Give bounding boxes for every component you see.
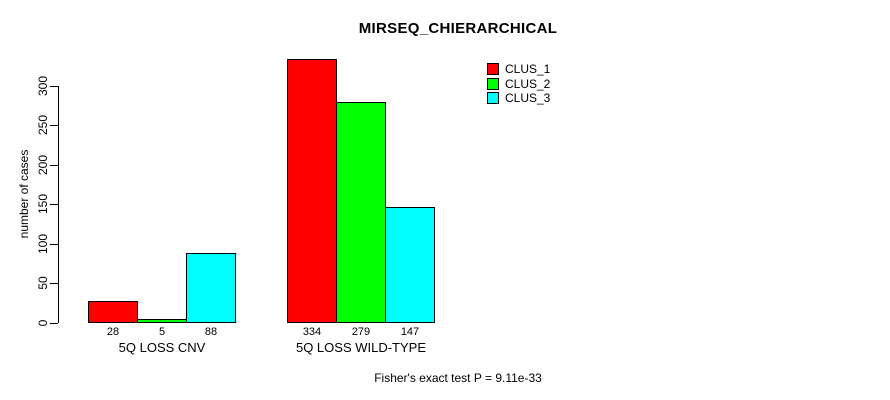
bar [88, 300, 138, 323]
legend-label: CLUS_2 [505, 76, 551, 91]
bar [137, 318, 187, 323]
legend-label: CLUS_1 [505, 62, 551, 76]
y-tick-label: 50 [36, 276, 50, 290]
y-axis-title: number of cases [17, 149, 31, 239]
y-tick-mark [50, 164, 58, 166]
y-tick-mark [50, 283, 58, 285]
y-tick-label: 100 [36, 233, 50, 254]
legend-swatch [487, 77, 499, 90]
y-tick-label: 150 [36, 194, 50, 215]
bar [385, 206, 435, 323]
y-tick-label: 200 [36, 154, 50, 175]
bar-value-label: 28 [106, 326, 120, 338]
bar-value-label: 88 [204, 326, 218, 338]
bar [336, 102, 386, 323]
bar-value-label: 147 [400, 326, 420, 338]
y-tick-mark [50, 322, 58, 324]
y-tick-mark [50, 85, 58, 87]
y-axis-line [58, 86, 59, 323]
y-tick-mark [50, 204, 58, 206]
y-tick-mark [50, 125, 58, 127]
y-tick-label: 300 [36, 75, 50, 96]
legend-swatch [487, 92, 499, 104]
category-label: 5Q LOSS CNV [118, 340, 206, 355]
y-tick-mark [50, 243, 58, 245]
legend-swatch [487, 63, 499, 75]
caption: Fisher's exact test P = 9.11e-33 [374, 371, 542, 385]
bar-value-label: 5 [158, 326, 166, 338]
chart-title: MIRSEQ_CHIERARCHICAL [358, 20, 558, 37]
bar [186, 253, 236, 323]
bar-value-label: 279 [351, 326, 371, 338]
bar-value-label: 334 [302, 326, 322, 338]
y-tick-label: 250 [36, 115, 50, 136]
bar [287, 58, 337, 323]
category-label: 5Q LOSS WILD-TYPE [295, 340, 427, 355]
legend-label: CLUS_3 [505, 91, 551, 105]
y-tick-label: 0 [36, 319, 50, 327]
